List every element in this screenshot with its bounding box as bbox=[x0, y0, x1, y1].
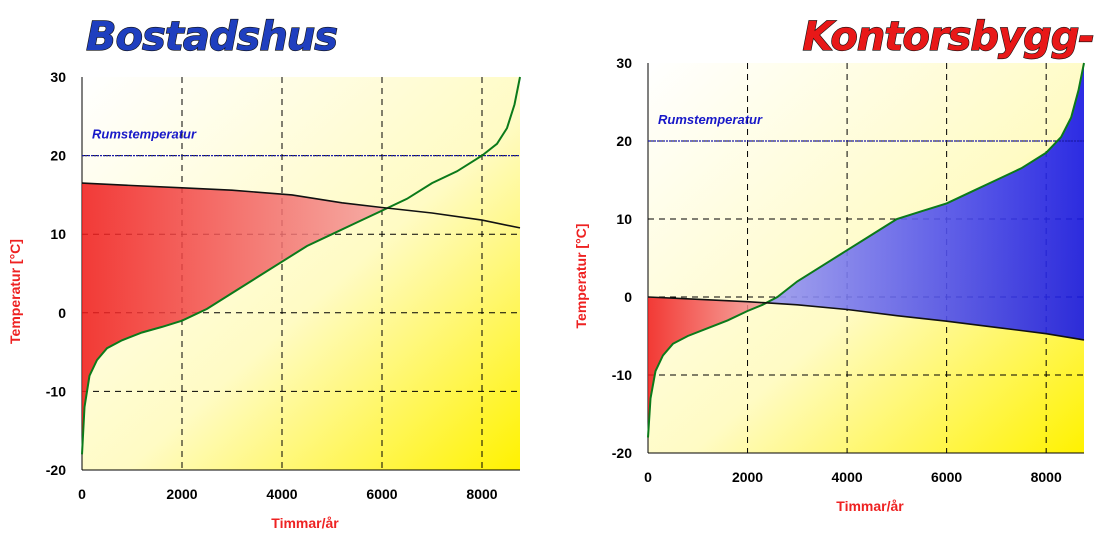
cooling-area bbox=[766, 63, 1084, 340]
outdoor-temperature-curve bbox=[81, 76, 521, 455]
heating-area bbox=[82, 183, 389, 455]
outdoor-temperature-curve bbox=[647, 62, 1085, 438]
annotation-rumstemperatur: Rumstemperatur bbox=[92, 127, 197, 142]
y-tick-label: 0 bbox=[624, 289, 632, 305]
y-tick-label: 10 bbox=[616, 211, 632, 227]
y-tick-label: -10 bbox=[46, 383, 66, 399]
y-tick-label: 30 bbox=[50, 69, 66, 85]
x-tick-labels: 0 2000 4000 6000 8000 bbox=[78, 486, 498, 502]
x-tick-label: 0 bbox=[78, 486, 86, 502]
x-tick-labels: 0 2000 4000 6000 8000 bbox=[644, 469, 1062, 485]
chart-kontorsbygg: Kontorsbygg- Rumstemperatur -20 -10 0 10 20 3… bbox=[573, 13, 1096, 514]
indoor-temperature-curve bbox=[81, 182, 521, 229]
x-axis-label: Timmar/år bbox=[836, 498, 904, 514]
y-tick-labels: -20 -10 0 10 20 30 bbox=[46, 69, 66, 478]
x-tick-label: 6000 bbox=[366, 486, 397, 502]
y-tick-label: 20 bbox=[50, 148, 66, 164]
y-tick-labels: -20 -10 0 10 20 30 bbox=[612, 55, 632, 461]
y-tick-label: 20 bbox=[616, 133, 632, 149]
chart-title: Bostadshus bbox=[86, 14, 337, 60]
indoor-temperature-curve bbox=[647, 296, 1085, 341]
annotation-rumstemperatur: Rumstemperatur bbox=[658, 112, 763, 127]
y-tick-label: -20 bbox=[612, 445, 632, 461]
y-tick-label: 30 bbox=[616, 55, 632, 71]
y-tick-label: -20 bbox=[46, 462, 66, 478]
x-tick-label: 4000 bbox=[266, 486, 297, 502]
x-tick-label: 6000 bbox=[931, 469, 962, 485]
y-tick-label: -10 bbox=[612, 367, 632, 383]
x-tick-label: 8000 bbox=[1031, 469, 1062, 485]
y-axis-label: Temperatur [°C] bbox=[7, 239, 23, 344]
x-axis-label: Timmar/år bbox=[271, 515, 339, 531]
x-tick-label: 4000 bbox=[832, 469, 863, 485]
x-tick-label: 2000 bbox=[732, 469, 763, 485]
y-axis-label: Temperatur [°C] bbox=[573, 224, 589, 329]
heating-area bbox=[648, 297, 767, 438]
x-tick-label: 2000 bbox=[166, 486, 197, 502]
x-tick-label: 8000 bbox=[466, 486, 497, 502]
x-tick-label: 0 bbox=[644, 469, 652, 485]
y-tick-label: 10 bbox=[50, 226, 66, 242]
y-tick-label: 0 bbox=[58, 305, 66, 321]
chart-title: Kontorsbygg- bbox=[803, 14, 1094, 60]
chart-bostadshus: Bostadshus Rumstemperatur -20-100102030 … bbox=[7, 13, 521, 531]
